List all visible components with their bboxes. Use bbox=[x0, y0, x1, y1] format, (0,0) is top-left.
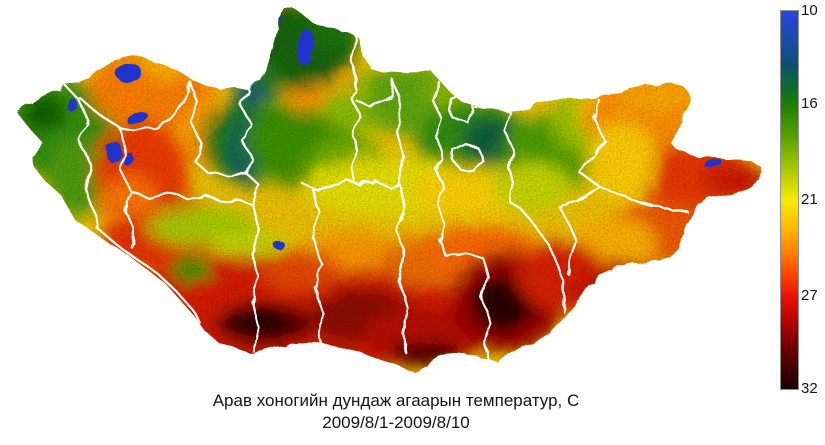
map-caption: Арав хоногийн дундаж агаарын температур,… bbox=[0, 390, 792, 434]
raster-noise-texture bbox=[15, 8, 760, 373]
caption-title: Арав хоногийн дундаж агаарын температур,… bbox=[212, 391, 580, 410]
caption-date-range: 2009/8/1-2009/8/10 bbox=[322, 413, 470, 432]
map-body bbox=[15, 8, 760, 373]
